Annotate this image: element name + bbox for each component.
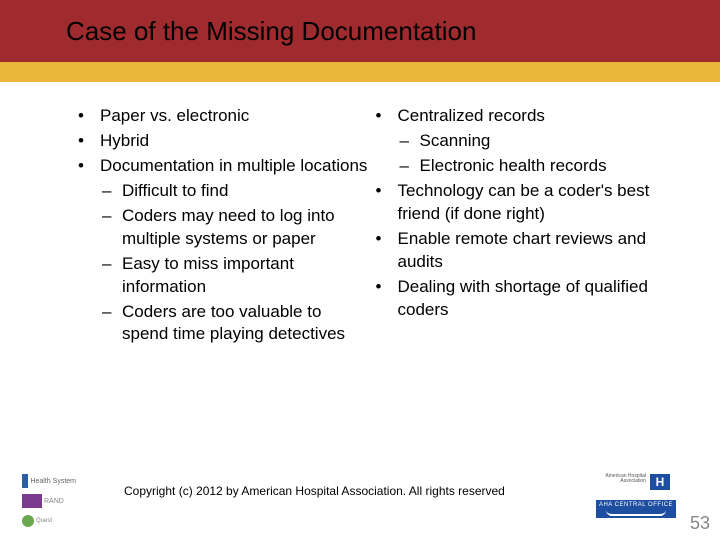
quest-logo: Quest <box>22 514 76 528</box>
list-subitem: Coders may need to log into multiple sys… <box>70 205 368 251</box>
accent-bar <box>0 62 720 82</box>
list-item: Hybrid <box>70 130 368 153</box>
list-item: Documentation in multiple locations <box>70 155 368 178</box>
list-subitem: Easy to miss important information <box>70 253 368 299</box>
left-list: Paper vs. electronic Hybrid Documentatio… <box>70 105 368 346</box>
footer-logos-left: Health System RAND Quest <box>22 474 76 528</box>
aha-org-text: American Hospital Association <box>596 474 646 484</box>
aco-bar-text: AHA CENTRAL OFFICE <box>599 502 673 508</box>
list-subitem: Coders are too valuable to spend time pl… <box>70 301 368 347</box>
footer-logo-right: American Hospital Association H AHA CENT… <box>596 474 676 518</box>
swoosh-icon <box>606 510 666 516</box>
rand-logo: RAND <box>22 494 76 508</box>
aha-central-office-bar: AHA CENTRAL OFFICE <box>596 500 676 518</box>
slide-title: Case of the Missing Documentation <box>66 16 476 47</box>
copyright-text: Copyright (c) 2012 by American Hospital … <box>124 484 505 498</box>
page-number: 53 <box>690 513 710 534</box>
list-item: Technology can be a coder's best friend … <box>368 180 666 226</box>
list-item: Paper vs. electronic <box>70 105 368 128</box>
list-item: Dealing with shortage of qualified coder… <box>368 276 666 322</box>
ucla-label: Health System <box>30 478 76 485</box>
rand-mark-icon <box>22 494 42 508</box>
rand-label: RAND <box>44 498 64 505</box>
list-subitem: Difficult to find <box>70 180 368 203</box>
quest-label: Quest <box>36 518 52 524</box>
list-subitem: Scanning <box>368 130 666 153</box>
ucla-mark-icon <box>22 474 28 488</box>
h-badge-icon: H <box>650 474 670 490</box>
list-item: Enable remote chart reviews and audits <box>368 228 666 274</box>
ucla-health-logo: Health System <box>22 474 76 488</box>
right-column: Centralized records Scanning Electronic … <box>368 105 666 348</box>
list-item: Centralized records <box>368 105 666 128</box>
list-subitem: Electronic health records <box>368 155 666 178</box>
right-list: Centralized records Scanning Electronic … <box>368 105 666 321</box>
quest-mark-icon <box>22 515 34 527</box>
slide: Case of the Missing Documentation Paper … <box>0 0 720 540</box>
content-area: Paper vs. electronic Hybrid Documentatio… <box>70 105 665 348</box>
left-column: Paper vs. electronic Hybrid Documentatio… <box>70 105 368 348</box>
